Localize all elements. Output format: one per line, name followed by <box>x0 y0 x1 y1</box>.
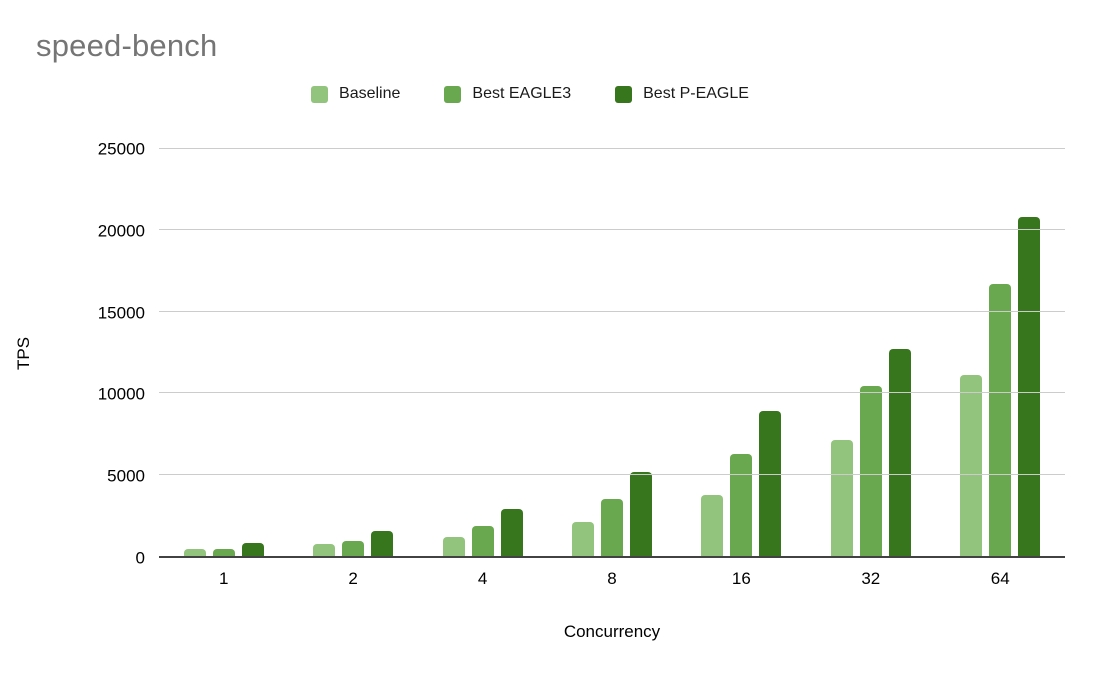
x-axis-title: Concurrency <box>563 622 661 641</box>
x-tick-label-32: 32 <box>861 569 881 588</box>
bar-baseline-c64 <box>960 374 983 556</box>
x-tick-label-4: 4 <box>477 569 488 588</box>
x-axis-labels: 1 2 4 8 16 32 64 <box>159 569 1065 589</box>
x-tick-label-8: 8 <box>607 569 617 588</box>
bar-best-eagle3-c32 <box>859 385 882 556</box>
legend-swatch-best-eagle3-icon <box>444 85 462 103</box>
bar-best-p-eagle-c8 <box>629 471 652 556</box>
bar-baseline-c1 <box>183 548 206 556</box>
legend: Baseline Best EAGLE3 Best P-EAGLE <box>0 85 1060 103</box>
y-tick-label: 15000 <box>97 303 145 323</box>
legend-label-best-p-eagle: Best P-EAGLE <box>643 85 749 102</box>
gridline <box>159 148 1065 149</box>
bar-group-4 <box>442 149 523 556</box>
bar-best-p-eagle-c16 <box>759 411 782 556</box>
plot-area <box>159 148 1065 558</box>
x-tick-label-2: 2 <box>348 569 358 588</box>
bar-group-32 <box>830 149 911 556</box>
legend-item-best-eagle3: Best EAGLE3 <box>444 85 571 103</box>
legend-swatch-best-p-eagle-icon <box>615 85 633 103</box>
x-tick-label-64: 64 <box>990 569 1010 588</box>
bar-best-p-eagle-c2 <box>371 530 394 556</box>
bar-best-p-eagle-c1 <box>241 543 264 556</box>
bar-best-eagle3-c16 <box>730 454 753 556</box>
bar-best-eagle3-c8 <box>600 499 623 556</box>
gridline <box>159 473 1065 475</box>
y-axis-ticks: 0 5000 10000 15000 20000 25000 <box>0 141 145 567</box>
bar-groups <box>159 149 1065 556</box>
legend-item-baseline: Baseline <box>311 85 400 103</box>
bar-group-16 <box>701 149 782 556</box>
bar-baseline-c4 <box>442 536 465 556</box>
gridline <box>159 392 1065 394</box>
bar-best-p-eagle-c64 <box>1018 216 1041 556</box>
bar-best-p-eagle-c32 <box>888 349 911 556</box>
legend-item-best-p-eagle: Best P-EAGLE <box>615 85 749 103</box>
bar-group-2 <box>313 149 394 556</box>
bar-best-eagle3-c1 <box>212 548 235 556</box>
bar-group-8 <box>571 149 652 556</box>
bar-baseline-c2 <box>313 543 336 556</box>
bar-best-eagle3-c4 <box>471 526 494 556</box>
bar-group-1 <box>183 149 264 556</box>
y-tick-label: 20000 <box>97 221 145 241</box>
bar-best-p-eagle-c4 <box>500 509 523 556</box>
y-tick-label: 25000 <box>97 139 145 159</box>
bar-best-eagle3-c2 <box>342 541 365 556</box>
y-tick-label: 5000 <box>107 466 145 486</box>
gridline <box>159 229 1065 231</box>
legend-swatch-baseline-icon <box>311 85 329 103</box>
legend-label-best-eagle3: Best EAGLE3 <box>472 85 572 102</box>
legend-label-baseline: Baseline <box>339 85 401 102</box>
y-tick-label: 10000 <box>97 384 145 404</box>
x-tick-label-1: 1 <box>218 569 229 588</box>
bar-best-eagle3-c64 <box>989 283 1012 556</box>
y-tick-label: 0 <box>135 548 145 568</box>
bar-baseline-c8 <box>571 522 594 556</box>
gridline <box>159 310 1065 312</box>
bar-baseline-c16 <box>701 494 724 556</box>
x-tick-label-16: 16 <box>731 569 751 588</box>
bar-group-64 <box>960 149 1041 556</box>
chart-title: speed-bench <box>36 28 218 63</box>
bar-baseline-c32 <box>830 440 853 556</box>
